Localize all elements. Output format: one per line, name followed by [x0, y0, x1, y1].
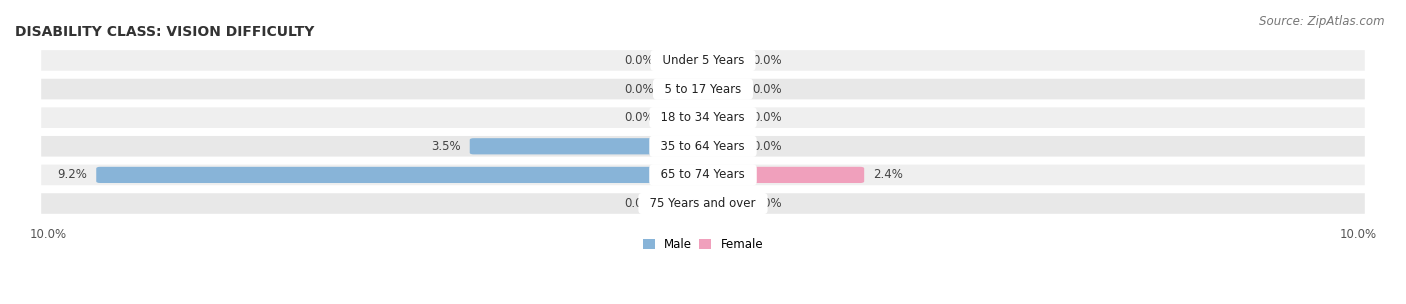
Text: 0.0%: 0.0% — [624, 83, 654, 95]
FancyBboxPatch shape — [41, 50, 1365, 71]
Text: 0.0%: 0.0% — [752, 83, 782, 95]
FancyBboxPatch shape — [699, 81, 742, 97]
Legend: Male, Female: Male, Female — [638, 233, 768, 256]
Text: Source: ZipAtlas.com: Source: ZipAtlas.com — [1260, 15, 1385, 28]
FancyBboxPatch shape — [41, 107, 1365, 128]
Text: 35 to 64 Years: 35 to 64 Years — [654, 140, 752, 153]
Text: DISABILITY CLASS: VISION DIFFICULTY: DISABILITY CLASS: VISION DIFFICULTY — [15, 25, 315, 39]
Text: 65 to 74 Years: 65 to 74 Years — [654, 168, 752, 181]
Text: Under 5 Years: Under 5 Years — [655, 54, 751, 67]
FancyBboxPatch shape — [41, 164, 1365, 185]
Text: 3.5%: 3.5% — [430, 140, 461, 153]
FancyBboxPatch shape — [699, 52, 742, 68]
Text: 18 to 34 Years: 18 to 34 Years — [654, 111, 752, 124]
Text: 9.2%: 9.2% — [58, 168, 87, 181]
FancyBboxPatch shape — [41, 79, 1365, 99]
Text: 0.0%: 0.0% — [624, 54, 654, 67]
Text: 5 to 17 Years: 5 to 17 Years — [657, 83, 749, 95]
FancyBboxPatch shape — [41, 136, 1365, 157]
FancyBboxPatch shape — [664, 81, 707, 97]
FancyBboxPatch shape — [664, 195, 707, 212]
FancyBboxPatch shape — [96, 167, 707, 183]
FancyBboxPatch shape — [699, 195, 742, 212]
FancyBboxPatch shape — [664, 109, 707, 126]
Text: 0.0%: 0.0% — [624, 197, 654, 210]
Text: 0.0%: 0.0% — [752, 197, 782, 210]
FancyBboxPatch shape — [699, 109, 742, 126]
Text: 2.4%: 2.4% — [873, 168, 903, 181]
Text: 0.0%: 0.0% — [752, 140, 782, 153]
Text: 75 Years and over: 75 Years and over — [643, 197, 763, 210]
FancyBboxPatch shape — [699, 138, 742, 154]
FancyBboxPatch shape — [699, 167, 865, 183]
FancyBboxPatch shape — [664, 52, 707, 68]
FancyBboxPatch shape — [470, 138, 707, 154]
FancyBboxPatch shape — [41, 193, 1365, 214]
Text: 0.0%: 0.0% — [752, 111, 782, 124]
Text: 0.0%: 0.0% — [752, 54, 782, 67]
Text: 0.0%: 0.0% — [624, 111, 654, 124]
